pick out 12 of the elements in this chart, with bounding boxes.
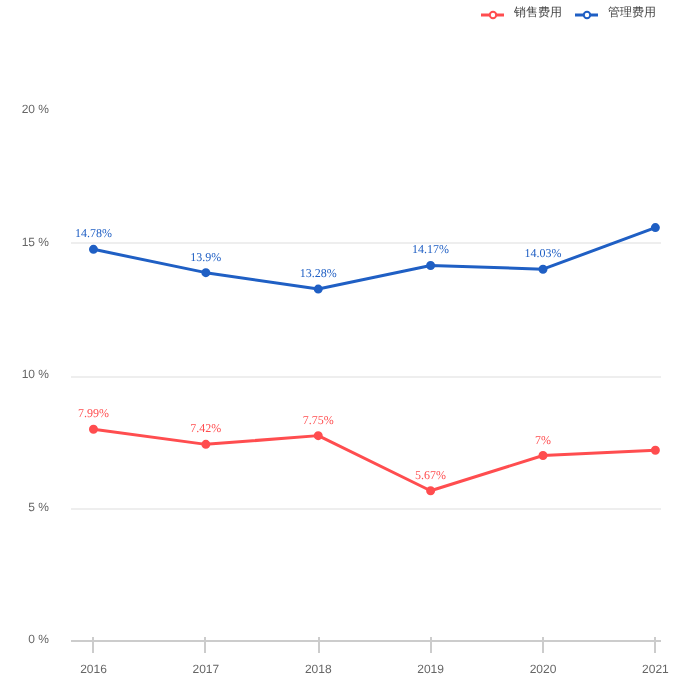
- point: [426, 486, 436, 496]
- point: [313, 284, 323, 294]
- point: [538, 451, 548, 460]
- point: [88, 424, 98, 434]
- point: [538, 264, 548, 274]
- point: [313, 431, 323, 441]
- point: [201, 268, 211, 278]
- point: [650, 445, 660, 455]
- point: [650, 223, 660, 233]
- point: [88, 244, 98, 254]
- point: [201, 439, 211, 449]
- point: [426, 261, 436, 270]
